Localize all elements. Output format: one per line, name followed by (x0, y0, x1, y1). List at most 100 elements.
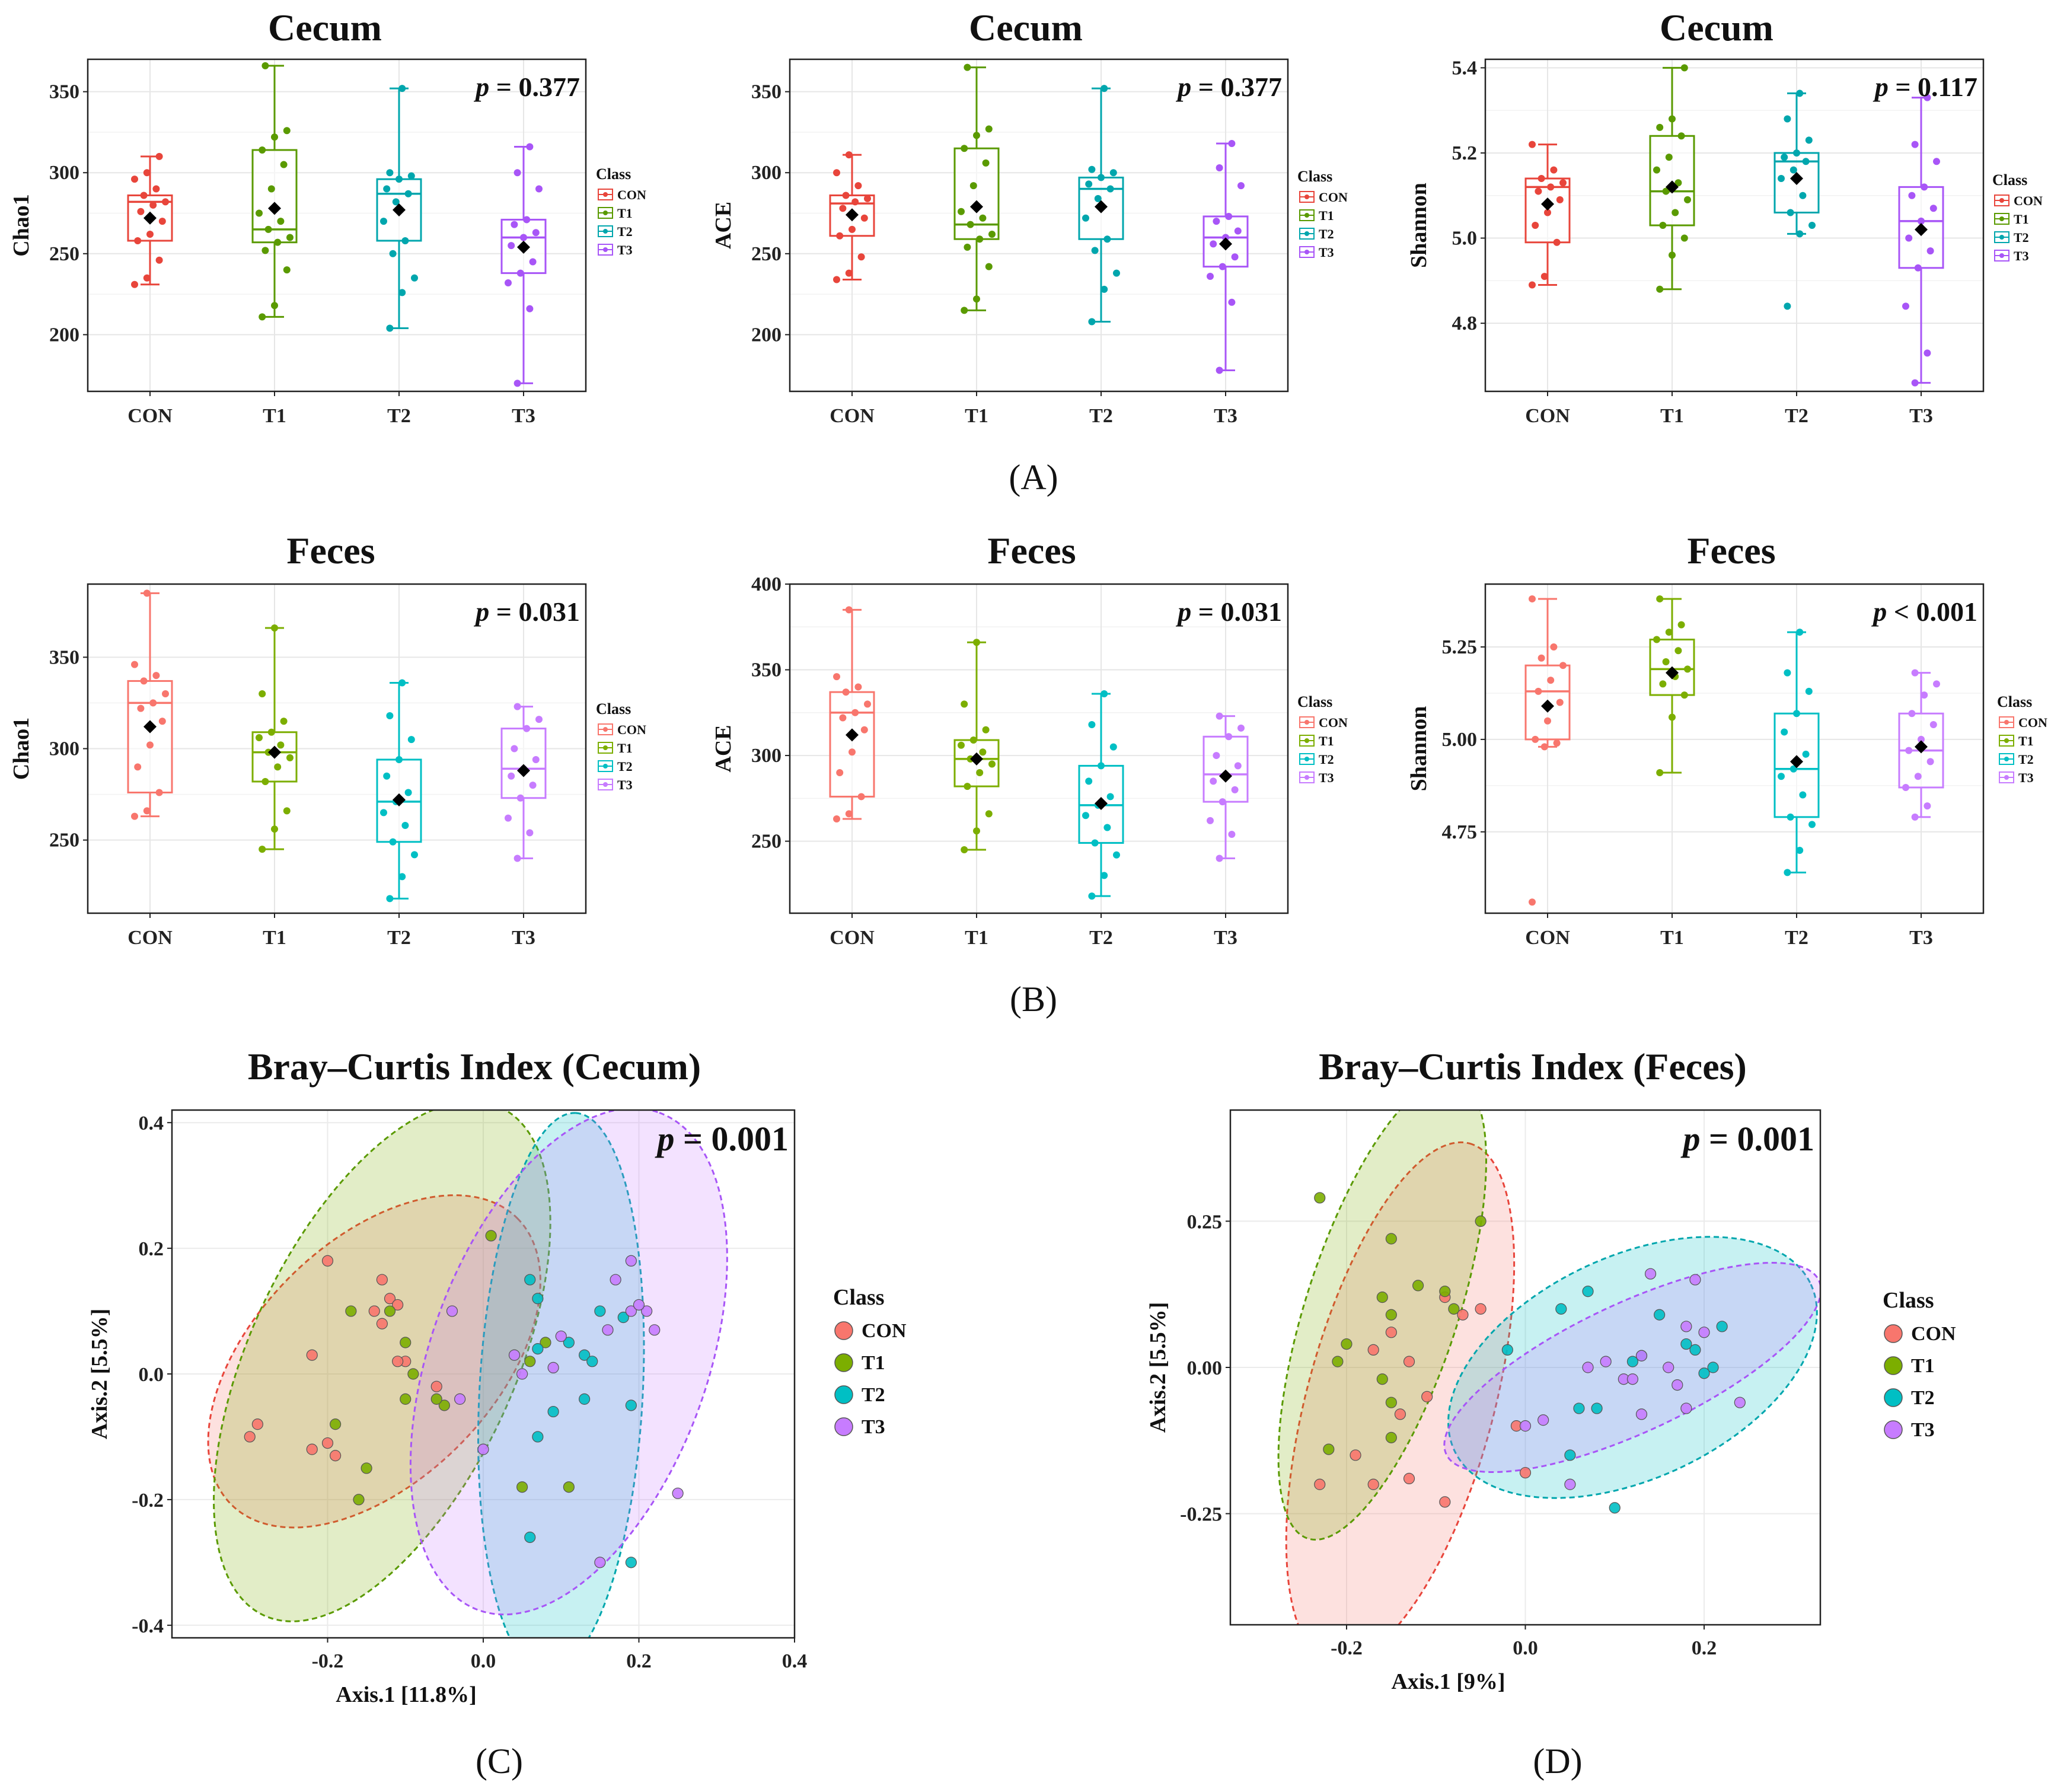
chart-bray-curtis-feces: Bray–Curtis Index (Feces) -0.2 0.0 0.2 -0.25… (1146, 1045, 1956, 1694)
data-point-con (251, 1418, 263, 1430)
data-point (259, 313, 266, 321)
data-point (389, 250, 397, 257)
data-point-con (306, 1349, 318, 1361)
data-point (961, 700, 968, 708)
data-point (1556, 196, 1564, 203)
data-point (836, 232, 844, 240)
data-point (976, 235, 984, 243)
data-point (271, 133, 278, 141)
data-point (845, 606, 853, 614)
legend-label: T1 (617, 741, 633, 755)
y-tick-label: 300 (49, 162, 79, 184)
mean-marker (143, 720, 157, 734)
legend-key (834, 1417, 853, 1436)
legend-label: CON (862, 1320, 907, 1342)
data-point (1674, 647, 1682, 655)
data-point (1905, 234, 1913, 242)
data-point-t1 (407, 1368, 419, 1380)
data-point (1662, 187, 1670, 195)
p-value: p = 0.031 (473, 597, 580, 627)
legend-title: Class (596, 700, 631, 718)
data-point (1677, 132, 1685, 140)
data-point (1234, 762, 1242, 770)
data-point (1796, 846, 1804, 854)
data-point (969, 736, 977, 744)
data-point-t1 (1385, 1396, 1397, 1408)
data-point (1781, 154, 1788, 161)
p-value: p = 0.377 (1175, 72, 1282, 102)
data-point (1796, 230, 1804, 238)
data-point (155, 789, 163, 796)
legend-label: T1 (2014, 212, 2029, 227)
data-point-t1 (1376, 1373, 1388, 1385)
data-point (1680, 64, 1688, 72)
data-point (1207, 817, 1214, 824)
data-point (842, 688, 850, 696)
x-tick-label: 0.2 (626, 1650, 652, 1672)
data-point (256, 209, 263, 217)
legend-label: T2 (1319, 752, 1334, 767)
mean-marker (1541, 699, 1554, 713)
data-point-con (1385, 1327, 1397, 1338)
x-tick-label: T3 (512, 927, 535, 949)
data-point-t3 (516, 1368, 528, 1380)
mean-marker (846, 208, 859, 222)
data-point-t1 (430, 1393, 442, 1405)
data-point (511, 221, 518, 228)
data-point-t3 (1635, 1350, 1648, 1361)
legend-key-dot (2004, 720, 2009, 725)
data-point (1802, 750, 1810, 758)
data-point (1216, 164, 1223, 172)
data-point (1559, 662, 1567, 669)
data-point-t3 (1680, 1402, 1692, 1414)
data-point (1210, 240, 1217, 248)
y-tick-label: -0.2 (132, 1490, 164, 1512)
chart-title: Bray–Curtis Index (Feces) (1319, 1045, 1747, 1088)
data-point (146, 231, 154, 238)
data-point-t2 (1555, 1303, 1567, 1315)
mean-marker (1790, 755, 1803, 769)
data-point (1656, 285, 1664, 293)
data-point (143, 807, 151, 815)
data-point (1656, 123, 1664, 131)
box-iqr (127, 680, 173, 793)
x-tick-label: T2 (387, 405, 411, 427)
data-point (964, 243, 971, 251)
data-point (535, 185, 543, 193)
data-point-t2 (524, 1274, 536, 1286)
legend-key-dot (1999, 235, 2004, 240)
p-value: p = 0.001 (1680, 1120, 1814, 1158)
data-point (261, 62, 269, 69)
data-point (1914, 264, 1922, 272)
data-point (162, 690, 169, 697)
legend-key-dot (1304, 757, 1309, 761)
data-point (532, 756, 540, 763)
data-point (383, 185, 391, 193)
data-point (1532, 735, 1539, 743)
data-point (1213, 752, 1220, 760)
data-point (259, 690, 266, 697)
data-point-t1 (516, 1481, 528, 1493)
data-point-t1 (563, 1481, 575, 1493)
data-point (162, 198, 169, 206)
y-tick-label: 0.4 (139, 1112, 164, 1134)
x-tick-label: 0.0 (471, 1650, 496, 1672)
data-point (1653, 636, 1660, 643)
data-point-t2 (1689, 1344, 1701, 1356)
chart-feces-chao1: Feces 250 300 350 Chao1 CON T1 T2 T3 p = 0.031 Cla… (9, 530, 646, 949)
data-point-con (1350, 1449, 1361, 1461)
data-point-t1 (400, 1337, 412, 1348)
data-point-t1 (384, 1305, 396, 1317)
data-point (386, 895, 394, 903)
y-tick-label: 4.75 (1442, 821, 1478, 843)
data-point (1911, 813, 1919, 821)
data-point-con (392, 1299, 404, 1311)
mean-marker (1541, 197, 1554, 211)
data-point (1924, 802, 1931, 810)
data-point (131, 812, 138, 820)
data-point (854, 182, 862, 190)
data-point (1790, 765, 1797, 773)
data-point (1905, 747, 1913, 754)
data-point (1237, 182, 1245, 190)
data-point (516, 269, 524, 277)
